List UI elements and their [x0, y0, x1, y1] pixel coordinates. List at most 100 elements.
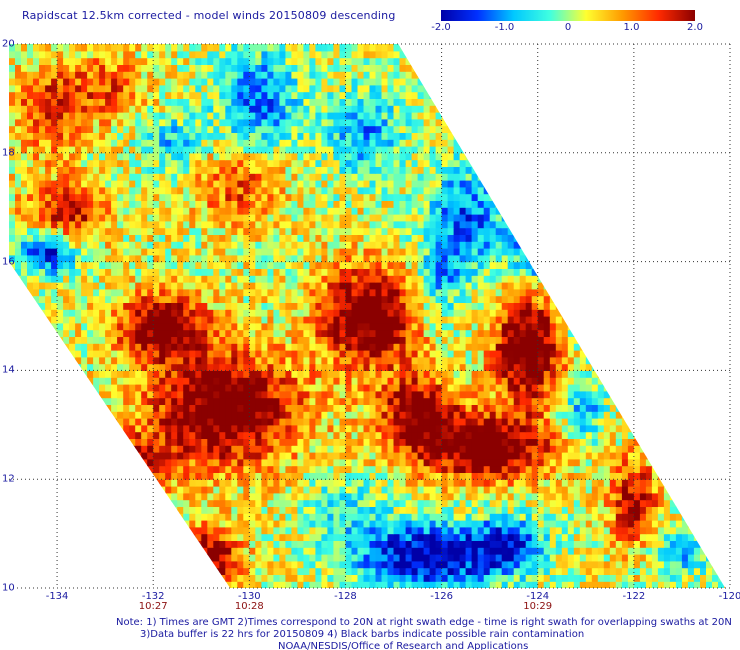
data-cell	[459, 356, 467, 365]
data-cell	[213, 411, 220, 419]
data-cell	[435, 336, 443, 344]
data-cell	[441, 554, 449, 562]
data-cell	[195, 397, 202, 405]
data-cell	[165, 465, 172, 473]
data-cell	[609, 424, 617, 433]
data-cell	[63, 581, 70, 588]
data-cell	[69, 309, 76, 317]
data-cell	[615, 316, 623, 324]
data-cell	[75, 567, 82, 575]
data-cell	[639, 560, 647, 569]
data-cell	[231, 452, 238, 460]
data-cell	[93, 560, 100, 569]
data-cell	[267, 513, 274, 521]
data-cell	[657, 486, 665, 494]
data-cell	[489, 309, 497, 317]
data-cell	[555, 458, 563, 467]
data-cell	[700, 567, 707, 575]
data-cell	[507, 554, 515, 562]
data-cell	[543, 533, 551, 541]
data-cell	[63, 540, 70, 548]
data-cell	[657, 554, 665, 562]
data-cell	[165, 309, 172, 317]
data-cell	[171, 370, 178, 378]
data-cell	[369, 356, 377, 365]
data-cell	[129, 343, 136, 351]
data-cell	[261, 329, 268, 337]
data-cell	[465, 363, 473, 371]
data-cell	[483, 560, 491, 569]
data-cell	[81, 356, 88, 365]
data-cell	[327, 370, 334, 378]
data-cell	[165, 458, 172, 467]
data-cell	[621, 438, 629, 446]
data-cell	[657, 472, 665, 480]
data-cell	[39, 486, 46, 494]
data-cell	[225, 547, 232, 555]
data-cell	[87, 336, 94, 344]
data-cell	[712, 533, 719, 541]
data-cell	[357, 350, 365, 358]
data-cell	[465, 309, 473, 317]
data-cell	[339, 384, 347, 392]
data-cell	[99, 499, 106, 507]
data-cell	[75, 350, 82, 358]
data-cell	[69, 329, 76, 337]
data-cell	[495, 370, 503, 378]
data-cell	[105, 302, 112, 310]
data-cell	[129, 316, 136, 324]
data-cell	[603, 547, 611, 555]
data-cell	[345, 513, 353, 521]
data-cell	[507, 445, 515, 453]
data-cell	[531, 526, 539, 535]
data-cell	[501, 377, 509, 385]
data-cell	[693, 370, 701, 378]
data-cell	[363, 302, 371, 310]
data-cell	[339, 390, 347, 399]
data-cell	[411, 343, 419, 351]
data-cell	[111, 302, 118, 310]
data-cell	[639, 445, 647, 453]
data-cell	[591, 363, 599, 371]
data-cell	[147, 302, 154, 310]
data-cell	[327, 513, 334, 521]
data-cell	[207, 302, 214, 310]
data-cell	[417, 363, 425, 371]
data-cell	[579, 404, 587, 412]
data-cell	[525, 540, 533, 548]
data-cell	[724, 520, 726, 528]
data-cell	[63, 506, 70, 514]
data-cell	[573, 499, 581, 507]
data-cell	[549, 322, 557, 331]
data-cell	[99, 411, 106, 419]
data-cell	[339, 526, 347, 535]
data-cell	[267, 309, 274, 317]
data-cell	[285, 567, 292, 575]
data-cell	[153, 438, 160, 446]
data-cell	[213, 554, 220, 562]
data-cell	[375, 513, 383, 521]
data-cell	[123, 465, 130, 473]
data-cell	[141, 445, 148, 453]
data-cell	[555, 377, 563, 385]
data-cell	[33, 560, 40, 569]
data-cell	[453, 431, 461, 439]
data-cell	[201, 574, 208, 582]
data-cell	[399, 513, 407, 521]
data-cell	[525, 384, 533, 392]
data-cell	[453, 452, 461, 460]
data-cell	[700, 397, 707, 405]
data-cell	[303, 567, 310, 575]
data-cell	[237, 554, 244, 562]
data-cell	[81, 540, 88, 548]
data-cell	[724, 316, 726, 324]
data-cell	[537, 411, 545, 419]
data-cell	[123, 513, 130, 521]
data-cell	[57, 526, 64, 535]
data-cell	[321, 492, 328, 501]
data-cell	[177, 316, 184, 324]
data-cell	[363, 370, 371, 378]
data-cell	[417, 513, 425, 521]
data-cell	[669, 540, 677, 548]
data-cell	[669, 499, 677, 507]
